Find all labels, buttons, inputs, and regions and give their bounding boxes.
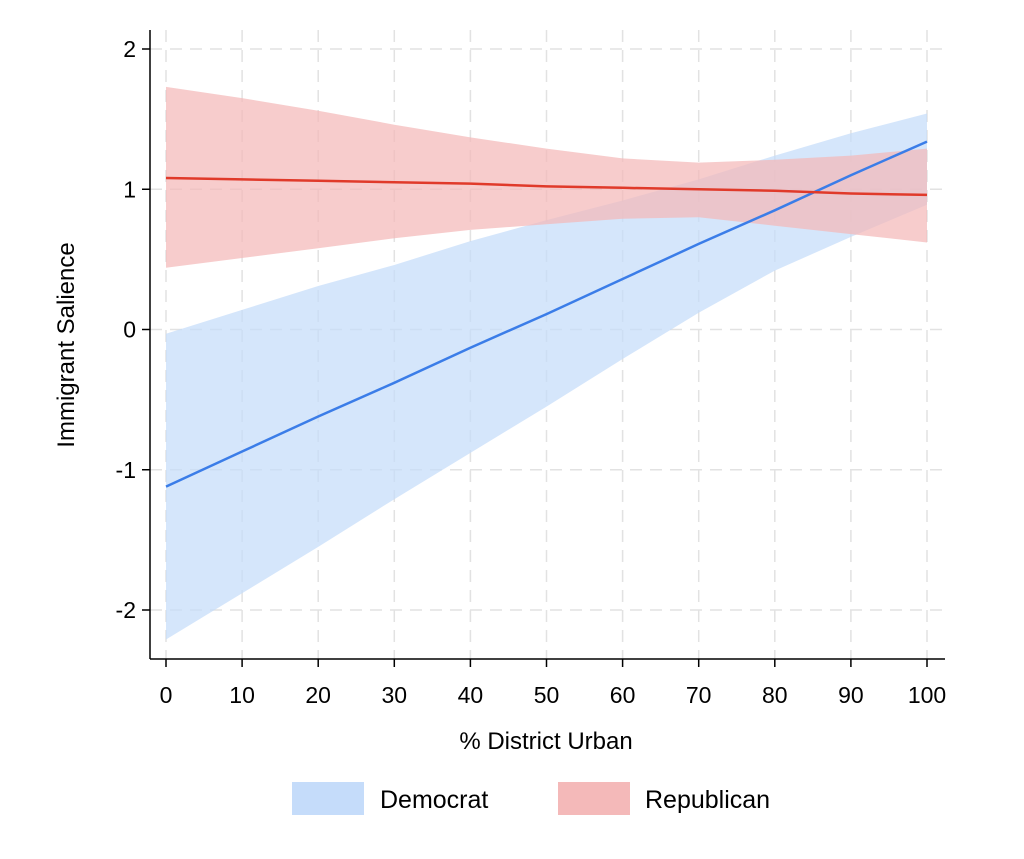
x-tick-label: 0: [160, 682, 173, 708]
y-tick-label: -2: [116, 597, 136, 623]
band-layer: [166, 86, 927, 640]
series-line-democrat: [165, 140, 928, 488]
x-tick-label: 60: [610, 682, 636, 708]
series-line-republican: [165, 176, 928, 197]
x-tick-label: 80: [762, 682, 788, 708]
tick-layer: 0 10 20 30 40 50 60 70 80 90 100 -2 -1 0 1 2: [116, 36, 947, 708]
ci-band-republican: [166, 86, 927, 268]
ci-band-democrat: [166, 113, 927, 640]
x-tick-label: 30: [382, 682, 408, 708]
x-tick-label: 90: [838, 682, 864, 708]
x-tick-label: 100: [908, 682, 946, 708]
legend-label-republican: Republican: [645, 786, 770, 814]
y-tick-label: 2: [123, 36, 136, 62]
x-tick-label: 10: [229, 682, 255, 708]
y-tick-label: -1: [116, 457, 136, 483]
x-tick-label: 70: [686, 682, 712, 708]
x-tick-label: 40: [458, 682, 484, 708]
legend: Democrat Republican: [292, 782, 770, 815]
y-tick-label: 0: [123, 317, 136, 343]
x-tick-label: 50: [534, 682, 560, 708]
legend-label-democrat: Democrat: [380, 786, 488, 814]
y-axis-title: Immigrant Salience: [53, 242, 80, 447]
legend-swatch-democrat: [292, 782, 364, 815]
y-tick-label: 1: [123, 176, 136, 202]
line-layer: [165, 140, 928, 488]
axes-layer: [149, 30, 945, 660]
legend-swatch-republican: [558, 782, 630, 815]
x-tick-label: 20: [305, 682, 331, 708]
x-axis-title: % District Urban: [459, 728, 632, 755]
